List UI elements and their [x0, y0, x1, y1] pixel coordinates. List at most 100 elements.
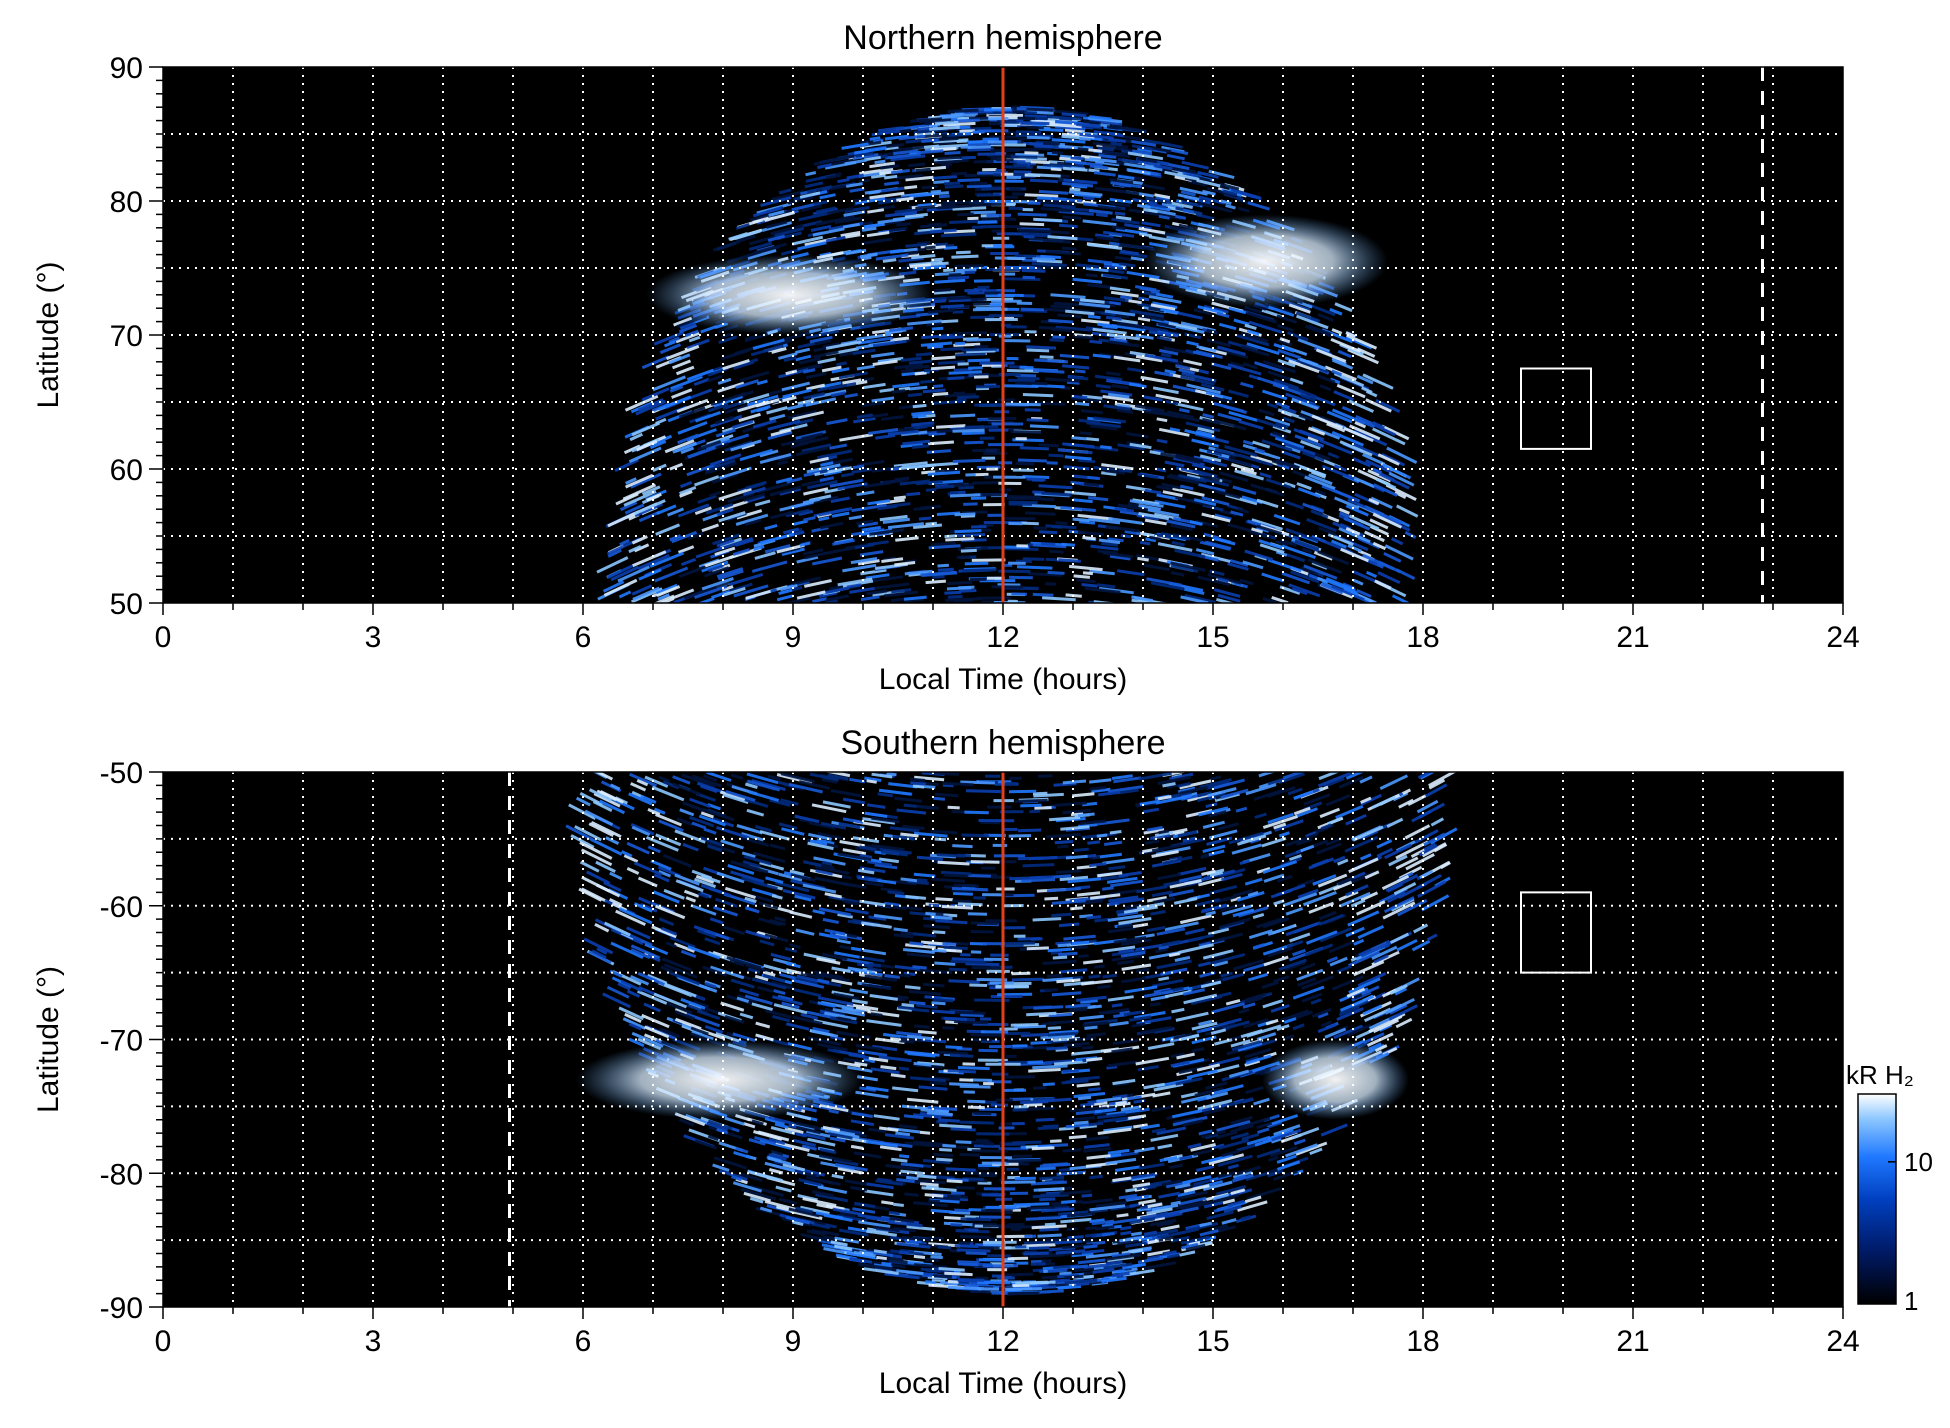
- emission-streak: [949, 275, 961, 276]
- emission-streak: [1015, 800, 1048, 801]
- emission-streak: [951, 891, 971, 892]
- emission-streak: [1026, 1218, 1061, 1220]
- emission-streak: [933, 301, 946, 302]
- emission-streak: [1079, 956, 1089, 957]
- emission-streak: [859, 180, 870, 182]
- emission-streak: [1058, 560, 1081, 562]
- emission-streak: [1042, 1261, 1052, 1262]
- emission-streak: [1053, 957, 1067, 958]
- emission-streak: [1023, 395, 1053, 396]
- emission-streak: [931, 1257, 943, 1258]
- emission-streak: [944, 947, 968, 948]
- emission-streak: [1028, 1070, 1061, 1072]
- emission-streak: [1017, 378, 1039, 379]
- emission-streak: [1083, 961, 1103, 963]
- emission-streak: [935, 921, 967, 923]
- emission-streak: [1049, 551, 1063, 552]
- emission-streak: [955, 354, 986, 355]
- emission-streak: [1024, 153, 1038, 154]
- emission-streak: [1015, 1178, 1036, 1179]
- emission-streak: [1045, 990, 1058, 991]
- emission-streak: [929, 1238, 944, 1239]
- emission-streak: [958, 180, 981, 181]
- emission-streak: [1063, 781, 1086, 783]
- emission-streak: [959, 487, 974, 488]
- emission-streak: [1075, 403, 1089, 404]
- emission-streak: [1023, 865, 1055, 866]
- emission-streak: [895, 1133, 910, 1135]
- emission-streak: [1009, 791, 1036, 792]
- emission-streak: [945, 153, 961, 154]
- emission-streak: [1078, 460, 1095, 462]
- emission-streak: [933, 394, 948, 395]
- emission-streak: [927, 1113, 953, 1115]
- emission-streak: [1099, 155, 1117, 157]
- emission-streak: [1109, 303, 1121, 305]
- emission-streak: [911, 412, 934, 414]
- emission-streak: [1115, 213, 1125, 214]
- emission-streak: [1116, 1102, 1127, 1104]
- emission-streak: [968, 360, 990, 361]
- emission-streak: [912, 416, 926, 417]
- y-tick-label: 50: [110, 588, 143, 621]
- emission-streak: [1033, 793, 1047, 794]
- emission-streak: [1165, 371, 1176, 373]
- emission-streak: [962, 433, 985, 434]
- emission-streak: [1121, 535, 1131, 536]
- emission-streak: [1001, 518, 1035, 519]
- emission-streak: [921, 140, 938, 141]
- emission-streak: [896, 224, 910, 226]
- emission-streak: [1117, 1215, 1129, 1217]
- emission-streak: [955, 343, 965, 344]
- emission-streak: [955, 1246, 979, 1247]
- emission-streak: [958, 904, 983, 905]
- emission-streak: [947, 110, 978, 111]
- emission-streak: [926, 490, 936, 491]
- emission-streak: [1089, 864, 1106, 866]
- emission-streak: [971, 932, 994, 933]
- emission-streak: [1043, 205, 1075, 207]
- emission-streak: [936, 1159, 952, 1160]
- emission-streak: [1039, 486, 1073, 488]
- emission-streak: [934, 963, 955, 964]
- emission-streak: [1043, 143, 1060, 144]
- emission-streak: [870, 138, 881, 140]
- emission-streak: [932, 328, 943, 329]
- emission-streak: [904, 1116, 923, 1118]
- emission-streak: [1024, 195, 1058, 197]
- emission-streak: [1018, 939, 1041, 940]
- emission-streak: [1040, 357, 1054, 358]
- emission-streak: [943, 944, 957, 945]
- emission-streak: [953, 893, 973, 894]
- emission-streak: [1047, 463, 1058, 464]
- emission-streak: [941, 306, 964, 307]
- emission-streak: [1086, 275, 1098, 276]
- emission-streak: [1048, 1033, 1078, 1035]
- emission-streak: [1110, 832, 1122, 834]
- emission-streak: [1140, 542, 1150, 544]
- emission-streak: [899, 1126, 918, 1128]
- auroral-oval-bright-region: [1143, 214, 1388, 308]
- emission-streak: [849, 517, 862, 519]
- emission-streak: [944, 592, 961, 593]
- emission-streak: [1089, 170, 1100, 171]
- emission-streak: [1130, 1205, 1140, 1207]
- emission-streak: [1045, 584, 1056, 585]
- emission-streak: [919, 518, 931, 519]
- emission-streak: [949, 969, 967, 970]
- emission-streak: [893, 1204, 904, 1205]
- emission-streak: [1008, 380, 1035, 381]
- emission-streak: [948, 493, 958, 494]
- auroral-oval-bright-region: [646, 255, 933, 335]
- emission-streak: [957, 214, 974, 215]
- emission-streak: [1118, 470, 1132, 472]
- emission-streak: [1023, 559, 1044, 560]
- emission-streak: [1080, 1104, 1094, 1105]
- emission-streak: [928, 224, 942, 225]
- emission-streak: [1097, 835, 1108, 836]
- emission-streak: [1079, 138, 1090, 139]
- emission-streak: [1033, 594, 1054, 595]
- emission-streak: [961, 550, 977, 551]
- emission-streak: [948, 484, 964, 485]
